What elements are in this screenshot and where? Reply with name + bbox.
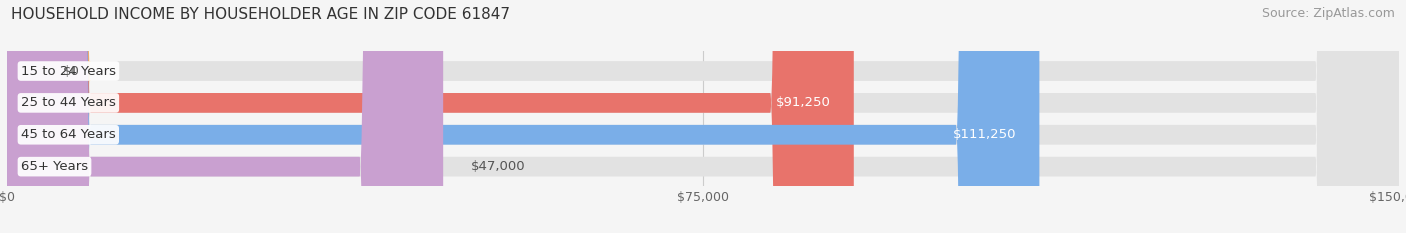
FancyBboxPatch shape	[7, 0, 853, 233]
Text: $111,250: $111,250	[953, 128, 1017, 141]
FancyBboxPatch shape	[7, 0, 1399, 233]
FancyBboxPatch shape	[7, 0, 443, 233]
Text: HOUSEHOLD INCOME BY HOUSEHOLDER AGE IN ZIP CODE 61847: HOUSEHOLD INCOME BY HOUSEHOLDER AGE IN Z…	[11, 7, 510, 22]
Text: $91,250: $91,250	[776, 96, 831, 110]
Text: 65+ Years: 65+ Years	[21, 160, 89, 173]
Text: Source: ZipAtlas.com: Source: ZipAtlas.com	[1261, 7, 1395, 20]
Text: 25 to 44 Years: 25 to 44 Years	[21, 96, 115, 110]
FancyBboxPatch shape	[7, 0, 1039, 233]
FancyBboxPatch shape	[0, 0, 90, 233]
Text: $47,000: $47,000	[471, 160, 526, 173]
FancyBboxPatch shape	[7, 0, 1399, 233]
Text: 15 to 24 Years: 15 to 24 Years	[21, 65, 115, 78]
Text: 45 to 64 Years: 45 to 64 Years	[21, 128, 115, 141]
FancyBboxPatch shape	[7, 0, 1399, 233]
FancyBboxPatch shape	[7, 0, 1399, 233]
Text: $0: $0	[63, 65, 80, 78]
